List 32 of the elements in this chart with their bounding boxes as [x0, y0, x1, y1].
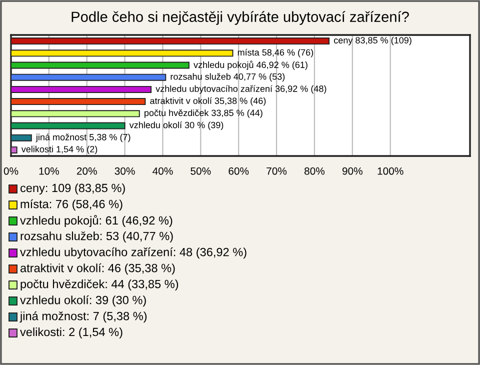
x-tick-label: 60%: [228, 167, 249, 175]
category-label: ceny 83,85 % (109): [334, 36, 412, 46]
text: ceny: 109 (83,85 %): [20, 183, 125, 195]
text: místa: 76 (58,46 %): [20, 199, 122, 211]
x-tick-label: 30%: [114, 167, 135, 175]
category-label: velikosti 1,54 % (2): [21, 146, 98, 154]
text: vzhledu okolí: 39 (30 %): [20, 295, 146, 307]
category-label: vzhledu okolí 30 % (39): [129, 121, 224, 130]
x-tick-label: 80%: [304, 167, 325, 175]
category-label: atraktivit v okolí 35,38 % (46): [150, 97, 266, 106]
text: atraktivit v okolí: 46 (35,38 %): [20, 263, 175, 275]
text: vzhledu ubytovacího zařízení: 48 (36,92 %): [20, 247, 246, 259]
category-label: počtu hvězdiček 33,85 % (44): [144, 109, 262, 118]
text: jiná možnost: 7 (5,38 %): [20, 311, 147, 323]
text: velikosti: 2 (1,54 %): [20, 327, 122, 338]
chart-title: Podle čeho si nejčastěji vybíráte ubytovací zařízení?: [72, 11, 409, 25]
category-label: rozsahu služeb 40,77 % (53): [170, 73, 285, 82]
x-tick-label: 90%: [342, 167, 362, 175]
text: rozsahu služeb: 53 (40,77 %): [20, 231, 173, 243]
category-label: vzhledu pokojů 46,92 % (61): [194, 60, 308, 70]
text: vzhledu pokojů: 61 (46,92 %): [20, 215, 172, 227]
x-tick-label: 70%: [266, 167, 287, 175]
text: počtu hvězdiček: 44 (33,85 %): [20, 279, 178, 291]
x-tick-label: 0%: [4, 167, 18, 175]
x-tick-label: 100%: [378, 167, 404, 175]
x-tick-label: 50%: [190, 167, 211, 175]
x-tick-label: 20%: [76, 167, 97, 175]
x-tick-label: 40%: [152, 167, 173, 175]
category-label: jiná možnost 5,38 % (7): [36, 134, 130, 142]
category-label: místa 58,46 % (76): [238, 48, 314, 58]
category-label: vzhledu ubytovacího zařízení 36,92 % (48): [156, 85, 326, 94]
x-tick-label: 10%: [39, 167, 59, 175]
